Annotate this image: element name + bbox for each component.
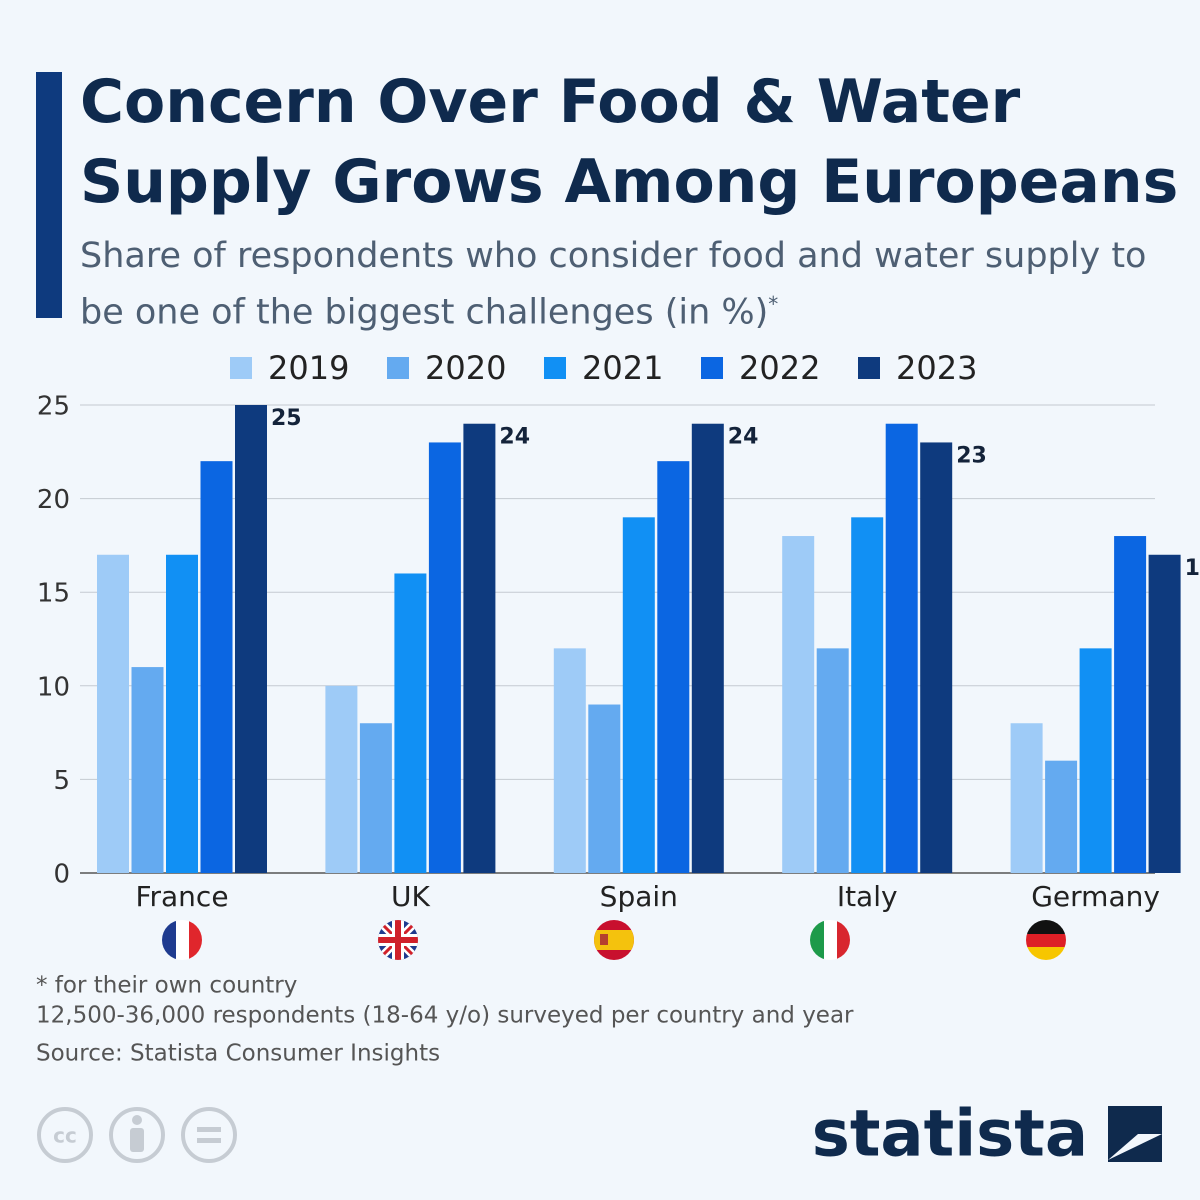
note: 12,500-36,000 respondents (18-64 y/o) su…: [36, 1003, 854, 1029]
bar: [394, 573, 427, 873]
bar: [851, 517, 884, 873]
flag-germany: [1026, 920, 1066, 960]
y-tick-label: 25: [37, 392, 70, 422]
legend-swatch: [387, 357, 409, 379]
x-tick-label: Italy: [837, 880, 898, 913]
note: Source: Statista Consumer Insights: [36, 1041, 440, 1067]
bar: [166, 554, 198, 873]
bar: [782, 536, 815, 873]
brand-icon: [1108, 1106, 1162, 1162]
bar: [359, 723, 392, 873]
x-tick-label: UK: [391, 880, 430, 913]
data-label: 24: [499, 425, 530, 450]
legend-label: 2022: [739, 349, 820, 387]
bar: [1079, 648, 1112, 873]
bar: [885, 423, 918, 873]
data-label: 23: [956, 443, 987, 468]
bar: [463, 423, 496, 873]
bar: [325, 685, 358, 873]
bar: [553, 648, 586, 873]
flag-spain: [594, 920, 634, 960]
accent-bar: [36, 72, 62, 318]
x-tick-label: Germany: [1031, 880, 1160, 913]
flag-france: [162, 920, 202, 960]
bar: [588, 704, 621, 873]
bar: [97, 554, 129, 873]
legend-label: 2023: [896, 349, 977, 387]
y-tick-label: 20: [37, 485, 70, 515]
bar: [200, 461, 233, 873]
license-icons: [37, 1107, 237, 1163]
bar: [816, 648, 849, 873]
legend-label: 2021: [582, 349, 663, 387]
bar: [691, 423, 724, 873]
bar: [1114, 536, 1147, 873]
x-tick-label: France: [135, 880, 228, 913]
legend-swatch: [544, 357, 566, 379]
y-tick-label: 5: [53, 766, 70, 796]
license-glyphs: cc: [53, 1115, 221, 1152]
legend-swatch: [230, 357, 252, 379]
bar: [920, 442, 953, 873]
x-tick-label: Spain: [600, 880, 678, 913]
bar: [1045, 760, 1078, 873]
bar: [131, 667, 164, 873]
svg-text:cc: cc: [53, 1124, 77, 1148]
legend-label: 2020: [425, 349, 506, 387]
chart-subtitle: Share of respondents who consider food a…: [80, 232, 1170, 337]
data-label: 25: [271, 406, 302, 431]
data-label: 17: [1185, 556, 1200, 581]
y-tick-label: 15: [37, 579, 70, 609]
bar: [657, 461, 690, 873]
chart-title: Concern Over Food & Water Supply Grows A…: [80, 67, 1179, 217]
data-label: 24: [728, 425, 759, 450]
y-tick-label: 0: [53, 860, 70, 890]
bar: [428, 442, 461, 873]
brand: statista: [812, 1098, 1088, 1172]
legend-swatch: [701, 357, 723, 379]
legend-label: 2019: [268, 349, 349, 387]
flag-italy: [810, 920, 850, 960]
note: * for their own country: [36, 973, 297, 999]
subtitle-text: Share of respondents who consider food a…: [80, 236, 1147, 333]
bar: [1148, 554, 1181, 873]
footnote-mark: *: [768, 292, 779, 316]
bar: [235, 405, 267, 873]
bar: [1010, 723, 1043, 873]
flag-uk: [378, 920, 418, 960]
bar: [622, 517, 655, 873]
legend-swatch: [858, 357, 880, 379]
y-tick-label: 10: [37, 672, 70, 702]
